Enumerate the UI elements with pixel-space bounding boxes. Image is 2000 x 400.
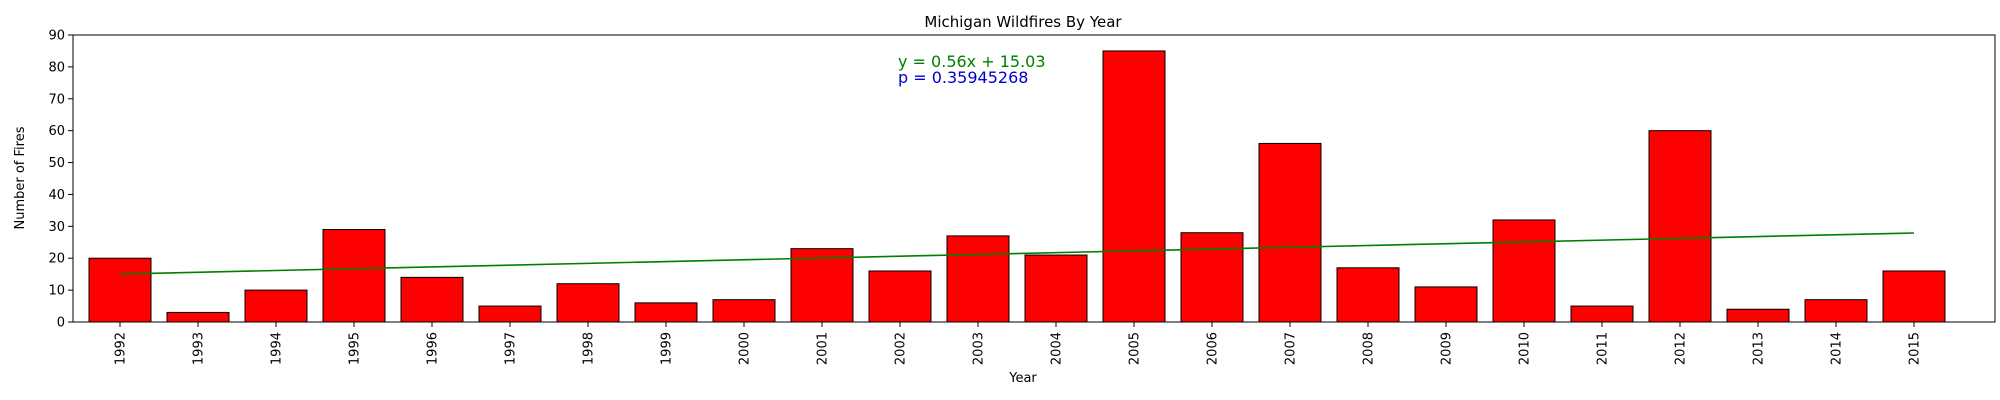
y-tick-label: 40 bbox=[48, 188, 65, 203]
bar-1992 bbox=[88, 257, 152, 323]
bar-2005 bbox=[1102, 50, 1166, 323]
bar-2004 bbox=[1024, 254, 1088, 323]
y-tick-label: 10 bbox=[48, 284, 65, 299]
y-tick-label: 0 bbox=[57, 316, 65, 331]
y-axis-title: Number of Fires bbox=[13, 126, 28, 229]
x-tick-label: 1997 bbox=[504, 332, 519, 365]
x-tick-label: 2004 bbox=[1050, 332, 1065, 365]
bar-group bbox=[88, 50, 1946, 323]
bar-1996 bbox=[400, 276, 464, 323]
y-tick-label: 60 bbox=[48, 124, 65, 139]
chart-title: Michigan Wildfires By Year bbox=[924, 13, 1122, 31]
bar-2014 bbox=[1804, 299, 1868, 323]
trendline bbox=[119, 232, 1915, 275]
x-tick-label: 2002 bbox=[894, 332, 909, 365]
y-tick-label: 50 bbox=[48, 156, 65, 171]
trendline-group bbox=[119, 232, 1915, 275]
bar-2001 bbox=[790, 248, 854, 323]
x-tick-label: 2007 bbox=[1284, 332, 1299, 365]
x-tick-label: 1994 bbox=[270, 332, 285, 365]
bar-2010 bbox=[1492, 219, 1556, 323]
x-tick-label: 2008 bbox=[1362, 332, 1377, 365]
x-tick-label: 2014 bbox=[1830, 332, 1845, 365]
x-tick-label: 2000 bbox=[738, 332, 753, 365]
trendline-equation: y = 0.56x + 15.03 bbox=[898, 52, 1046, 71]
bar-2002 bbox=[868, 270, 932, 323]
x-tick-label: 2010 bbox=[1518, 332, 1533, 365]
x-tick-label: 1996 bbox=[426, 332, 441, 365]
y-tick-label: 30 bbox=[48, 220, 65, 235]
bar-2013 bbox=[1726, 308, 1790, 323]
bar-2000 bbox=[712, 299, 776, 323]
bar-2006 bbox=[1180, 232, 1244, 323]
bar-2011 bbox=[1570, 305, 1634, 323]
bar-2009 bbox=[1414, 286, 1478, 323]
x-axis: 1992 1993 1994 1995 1996 1997 1998 1999 2000 2001… bbox=[114, 322, 1923, 365]
bar-2012 bbox=[1648, 130, 1712, 323]
bar-2008 bbox=[1336, 267, 1400, 323]
bar-1999 bbox=[634, 302, 698, 323]
y-tick-label: 90 bbox=[48, 29, 65, 44]
y-tick-label: 20 bbox=[48, 252, 65, 267]
x-tick-label: 1995 bbox=[348, 332, 363, 365]
plot-frame bbox=[72, 34, 1996, 323]
y-tick-label: 80 bbox=[48, 60, 65, 75]
x-tick-label: 2012 bbox=[1674, 332, 1689, 365]
bar-1994 bbox=[244, 289, 308, 323]
x-tick-label: 2003 bbox=[972, 332, 987, 365]
y-tick-label: 70 bbox=[48, 92, 65, 107]
x-tick-label: 1999 bbox=[660, 332, 675, 365]
x-tick-label: 2015 bbox=[1908, 332, 1923, 365]
bar-1997 bbox=[478, 305, 542, 323]
x-tick-label: 2009 bbox=[1440, 332, 1455, 365]
bar-2007 bbox=[1258, 142, 1322, 323]
p-value-annotation: p = 0.35945268 bbox=[898, 68, 1028, 87]
y-axis: 0 10 20 30 40 50 60 70 80 90 bbox=[48, 29, 73, 331]
bar-1998 bbox=[556, 283, 620, 323]
x-tick-label: 2006 bbox=[1206, 332, 1221, 365]
bar-2003 bbox=[946, 235, 1010, 323]
x-tick-label: 1998 bbox=[582, 332, 597, 365]
x-tick-label: 2011 bbox=[1596, 332, 1611, 365]
x-axis-title: Year bbox=[1008, 371, 1037, 386]
x-tick-label: 2013 bbox=[1752, 332, 1767, 365]
x-tick-label: 2001 bbox=[816, 332, 831, 365]
x-tick-label: 2005 bbox=[1128, 332, 1143, 365]
x-tick-label: 1992 bbox=[114, 332, 129, 365]
x-tick-label: 1993 bbox=[192, 332, 207, 365]
bar-1993 bbox=[166, 311, 230, 323]
bar-2015 bbox=[1882, 270, 1946, 323]
bar-1995 bbox=[322, 229, 386, 323]
